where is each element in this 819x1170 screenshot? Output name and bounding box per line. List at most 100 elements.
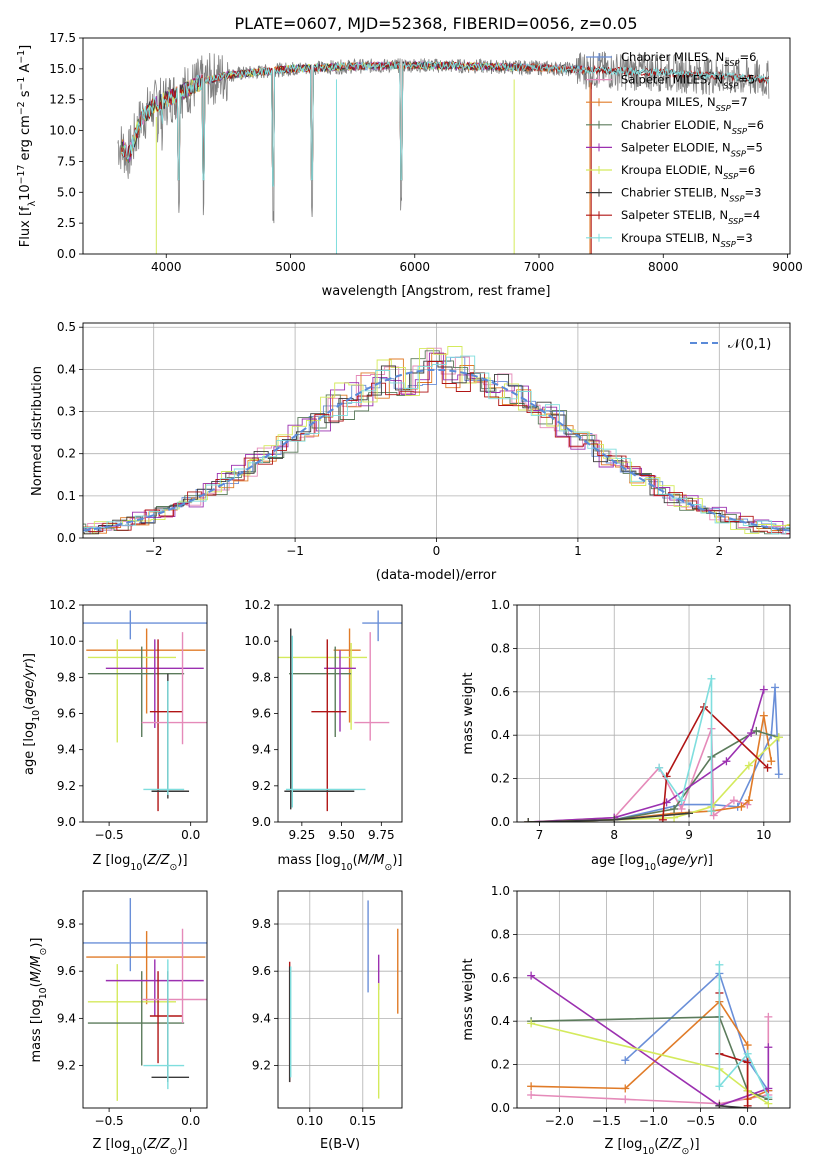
tick-label-x: 7000 — [524, 260, 555, 274]
tick-label-y: 0.5 — [57, 320, 76, 334]
xlabel-weight_vs_Z-part: ( — [654, 1137, 659, 1152]
tick-label-y: 17.5 — [49, 31, 76, 45]
legend-label-salpeter_stelib-part: =4 — [743, 208, 760, 222]
xlabel-age_vs_mass-part: )] — [392, 853, 402, 868]
weight-line-kroupa_elodie — [530, 1022, 769, 1105]
figure-title: PLATE=0607, MJD=52368, FIBERID=0056, z=0… — [234, 14, 637, 33]
ylabel-age_vs_Z-part: 10 — [31, 710, 42, 722]
tick-label-y: 9.2 — [252, 779, 271, 793]
xlabel-spectrum: wavelength [Angstrom, rest frame] — [322, 284, 551, 299]
xlabel-age_vs_mass-part: 10 — [341, 862, 353, 873]
legend-label-kroupa_elodie-part: SSP — [723, 171, 738, 181]
model-line-kroupa_stelib — [121, 61, 770, 187]
tick-label-x: 10 — [756, 828, 771, 842]
xlabel-Z_vs_mass-part: 10 — [130, 1146, 142, 1157]
weight-line-salpeter_miles — [531, 1016, 770, 1105]
ylabel-spectrum-part: s — [18, 90, 33, 101]
legend-label-kroupa_elodie-part: Kroupa ELODIE, N — [621, 163, 723, 177]
xlabel-Z_vs_mass: Z [log10(Z/Z⊙)] — [92, 1137, 187, 1157]
tick-label-y: 10.2 — [244, 598, 271, 612]
axes-frame — [82, 37, 791, 255]
tick-label-y: 12.5 — [49, 93, 76, 107]
tick-label-x: 0.15 — [349, 1114, 376, 1128]
legend-label-salpeter_stelib-part: Salpeter STELIB, N — [621, 208, 728, 222]
legend-label-chabrier_elodie-part: =6 — [747, 118, 764, 132]
ylabel-spectrum-part: 10 — [18, 184, 33, 201]
legend-label-salpeter_miles-part: Salpeter MILES, N — [621, 73, 723, 87]
xlabel-weight_vs_Z-part: Z [log — [604, 1137, 642, 1152]
plot-area — [278, 610, 402, 812]
weight-line-kroupa_stelib — [658, 678, 713, 812]
ylabel-spectrum-part: −1 — [16, 77, 27, 91]
plot-area — [117, 51, 770, 254]
tick-label-y: 9.4 — [252, 743, 271, 757]
legend-label-chabrier_stelib-part: Chabrier STELIB, N — [621, 186, 729, 200]
tick-label-y: 9.4 — [252, 1011, 271, 1025]
tick-label-y: 0.8 — [491, 641, 510, 655]
tick-label-y: 10.0 — [49, 634, 76, 648]
histogram-salpeter_elodie — [83, 352, 790, 535]
legend-label-chabrier_miles: Chabrier MILES, NSSP=6 — [621, 50, 756, 68]
plot-area — [524, 674, 783, 822]
xlabel-weight_vs_Z: Z [log10(Z/Z⊙)] — [604, 1137, 699, 1157]
legend-label-salpeter_elodie-part: SSP — [731, 148, 746, 158]
tick-label-x: −0.5 — [95, 828, 124, 842]
xlabel-age_vs_mass-part: ⊙ — [384, 862, 392, 873]
tick-label-x: 1 — [574, 544, 582, 558]
histogram-chabrier_stelib — [83, 360, 790, 535]
xlabel-age_vs_Z: Z [log10(Z/Z⊙)] — [92, 853, 187, 873]
tick-label-y: 0.0 — [491, 1101, 510, 1115]
xlabel-age_vs_Z-part: 10 — [130, 862, 142, 873]
tick-label-x: 0.10 — [296, 1114, 323, 1128]
tick-label-x: 9.50 — [328, 828, 355, 842]
ylabel-spectrum: Flux [fλ10−17 erg cm−2 s−1 A−1] — [16, 45, 38, 247]
xlabel-weight_vs_Z-part: Z/Z — [658, 1137, 682, 1152]
tick-label-y: 9.8 — [57, 917, 76, 931]
tick-label-y: 9.6 — [252, 964, 271, 978]
legend-label-salpeter_stelib: Salpeter STELIB, NSSP=4 — [621, 208, 760, 226]
legend-label-salpeter_stelib-part: SSP — [728, 216, 743, 226]
xlabel-Z_vs_mass-part: Z/Z — [146, 1137, 170, 1152]
tick-label-y: 0.0 — [57, 247, 76, 261]
xlabel-age_vs_mass-part: ( — [353, 853, 358, 868]
axes-weight_vs_Z: −2.0 −1.5 −1.0 −0.5 0.0 0.0 0.2 0.4 0.6 0.8 1.0 Z [… — [461, 884, 791, 1157]
ylabel-Z_vs_mass-part: 10 — [38, 987, 49, 999]
tick-label-y: 0.8 — [491, 927, 510, 941]
tick-label-y: 2.5 — [57, 216, 76, 230]
legend-label-chabrier_stelib: Chabrier STELIB, NSSP=3 — [621, 186, 761, 204]
legend-label-salpeter_miles: Salpeter MILES, NSSP=5 — [621, 73, 755, 91]
normal-curve — [83, 368, 790, 532]
axes-frame — [82, 890, 208, 1109]
tick-label-y: 9.2 — [252, 1059, 271, 1073]
tick-label-x: 9000 — [772, 260, 803, 274]
tick-label-y: 0.6 — [491, 685, 510, 699]
tick-label-y: 10.0 — [49, 124, 76, 138]
tick-label-y: 0.0 — [491, 815, 510, 829]
ylabel-Z_vs_mass-part: ⊙ — [38, 948, 49, 956]
ylabel-Z_vs_mass-part: ( — [29, 982, 44, 987]
tick-label-y: 9.6 — [57, 707, 76, 721]
tick-label-y: 9.0 — [57, 815, 76, 829]
tick-label-y: 9.4 — [57, 743, 76, 757]
axes-age_vs_Z: −0.5 0.09.09.29.49.69.810.010.2Z [log10(Z… — [22, 598, 208, 873]
xlabel-Z_vs_mass-part: ( — [142, 1137, 147, 1152]
tick-label-x: 0 — [433, 544, 441, 558]
tick-label-x: −1.0 — [639, 1114, 668, 1128]
ylabel-age_vs_Z-part: )] — [22, 653, 37, 663]
tick-label-y: 0.0 — [57, 531, 76, 545]
tick-label-y: 9.0 — [252, 815, 271, 829]
tick-label-x: −1 — [286, 544, 304, 558]
xlabel-age_vs_mass-part: mass [log — [278, 853, 341, 868]
legend-label-normal: 𝒩(0,1) — [728, 337, 771, 352]
tick-label-x: −0.5 — [95, 1114, 124, 1128]
legend-label-kroupa_elodie: Kroupa ELODIE, NSSP=6 — [621, 163, 755, 181]
ylabel-age_vs_Z: age [log10(age/yr)] — [22, 653, 42, 775]
tick-label-y: 9.2 — [57, 779, 76, 793]
legend-label-salpeter_miles-part: SSP — [723, 81, 738, 91]
xlabel-age_vs_mass-part: M/M — [358, 853, 385, 868]
legend-label-salpeter_elodie: Salpeter ELODIE, NSSP=5 — [621, 140, 763, 158]
legend-label-kroupa_miles: Kroupa MILES, NSSP=7 — [621, 95, 748, 113]
tick-label-x: 5000 — [275, 260, 306, 274]
ylabel-spectrum-part: −1 — [16, 50, 27, 64]
